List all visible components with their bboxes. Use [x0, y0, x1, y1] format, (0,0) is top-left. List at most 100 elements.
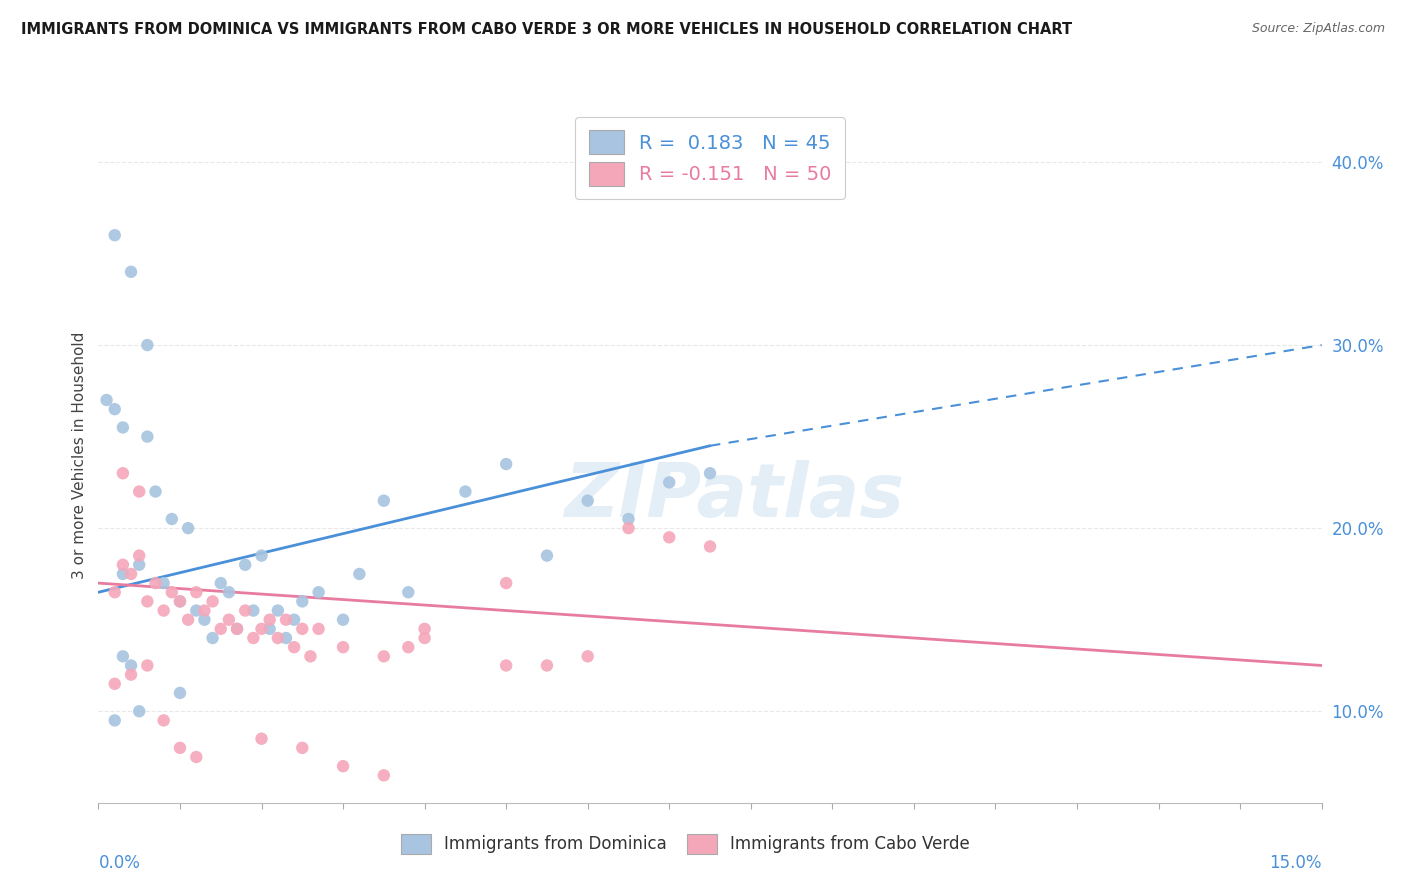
- Y-axis label: 3 or more Vehicles in Household: 3 or more Vehicles in Household: [72, 331, 87, 579]
- Point: [193, 603, 215, 617]
- Point: [186, 585, 208, 599]
- Point: [96, 392, 118, 407]
- Point: [267, 631, 290, 645]
- Point: [332, 759, 354, 773]
- Point: [136, 338, 159, 352]
- Point: [536, 658, 558, 673]
- Point: [373, 493, 395, 508]
- Point: [283, 640, 305, 655]
- Point: [536, 549, 558, 563]
- Point: [169, 594, 191, 608]
- Point: [120, 265, 142, 279]
- Point: [186, 750, 208, 764]
- Point: [396, 585, 419, 599]
- Point: [250, 549, 273, 563]
- Point: [128, 704, 150, 718]
- Point: [145, 576, 167, 591]
- Point: [120, 566, 142, 581]
- Point: [177, 521, 200, 535]
- Point: [136, 429, 159, 443]
- Point: [576, 493, 599, 508]
- Point: [396, 640, 419, 655]
- Point: [169, 686, 191, 700]
- Point: [291, 740, 314, 755]
- Point: [291, 594, 314, 608]
- Text: 0.0%: 0.0%: [98, 854, 141, 872]
- Point: [332, 640, 354, 655]
- Point: [111, 467, 134, 481]
- Point: [242, 603, 264, 617]
- Point: [233, 558, 256, 572]
- Point: [104, 228, 127, 243]
- Point: [454, 484, 477, 499]
- Point: [308, 585, 330, 599]
- Point: [209, 576, 232, 591]
- Point: [104, 585, 127, 599]
- Point: [413, 622, 436, 636]
- Point: [145, 484, 167, 499]
- Point: [250, 731, 273, 746]
- Text: 15.0%: 15.0%: [1270, 854, 1322, 872]
- Point: [699, 540, 721, 554]
- Point: [111, 558, 134, 572]
- Text: ZIPatlas: ZIPatlas: [564, 460, 904, 533]
- Point: [373, 768, 395, 782]
- Point: [111, 566, 134, 581]
- Point: [226, 622, 249, 636]
- Point: [111, 420, 134, 434]
- Point: [495, 457, 517, 471]
- Point: [152, 714, 174, 728]
- Point: [274, 613, 297, 627]
- Text: Source: ZipAtlas.com: Source: ZipAtlas.com: [1251, 22, 1385, 36]
- Point: [617, 521, 640, 535]
- Point: [104, 677, 127, 691]
- Point: [128, 558, 150, 572]
- Point: [495, 658, 517, 673]
- Point: [267, 603, 290, 617]
- Point: [160, 512, 183, 526]
- Point: [120, 667, 142, 681]
- Point: [658, 475, 681, 490]
- Point: [349, 566, 371, 581]
- Point: [120, 658, 142, 673]
- Point: [218, 613, 240, 627]
- Point: [259, 622, 281, 636]
- Point: [226, 622, 249, 636]
- Point: [152, 576, 174, 591]
- Point: [128, 484, 150, 499]
- Point: [617, 512, 640, 526]
- Point: [373, 649, 395, 664]
- Point: [201, 631, 224, 645]
- Point: [413, 631, 436, 645]
- Point: [111, 649, 134, 664]
- Point: [160, 585, 183, 599]
- Point: [104, 402, 127, 417]
- Point: [128, 549, 150, 563]
- Point: [699, 467, 721, 481]
- Point: [495, 576, 517, 591]
- Point: [283, 613, 305, 627]
- Point: [104, 714, 127, 728]
- Point: [332, 613, 354, 627]
- Point: [658, 530, 681, 544]
- Point: [169, 740, 191, 755]
- Point: [299, 649, 322, 664]
- Point: [242, 631, 264, 645]
- Point: [136, 594, 159, 608]
- Point: [218, 585, 240, 599]
- Point: [169, 594, 191, 608]
- Legend: Immigrants from Dominica, Immigrants from Cabo Verde: Immigrants from Dominica, Immigrants fro…: [394, 827, 977, 861]
- Point: [274, 631, 297, 645]
- Point: [193, 613, 215, 627]
- Point: [291, 622, 314, 636]
- Point: [259, 613, 281, 627]
- Point: [250, 622, 273, 636]
- Point: [308, 622, 330, 636]
- Text: IMMIGRANTS FROM DOMINICA VS IMMIGRANTS FROM CABO VERDE 3 OR MORE VEHICLES IN HOU: IMMIGRANTS FROM DOMINICA VS IMMIGRANTS F…: [21, 22, 1073, 37]
- Point: [177, 613, 200, 627]
- Point: [152, 603, 174, 617]
- Point: [136, 658, 159, 673]
- Point: [233, 603, 256, 617]
- Point: [209, 622, 232, 636]
- Point: [186, 603, 208, 617]
